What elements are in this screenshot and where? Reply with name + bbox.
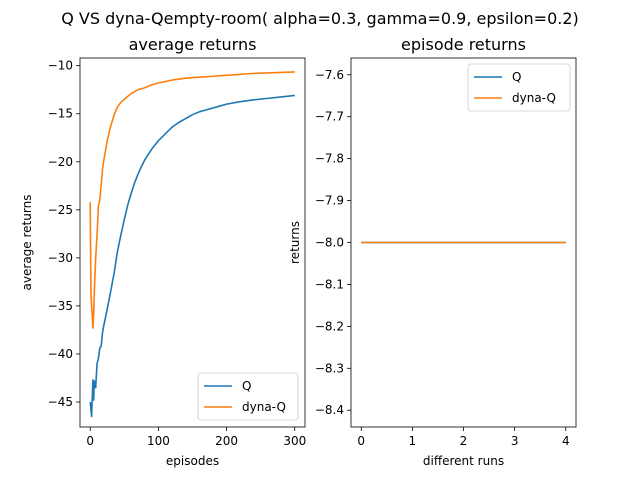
x-tick-label: 300 bbox=[283, 434, 306, 448]
x-tick-label: 4 bbox=[562, 434, 570, 448]
axes-title: episode returns bbox=[401, 35, 526, 54]
y-tick-label: −8.2 bbox=[315, 319, 344, 333]
y-tick-label: −20 bbox=[48, 155, 73, 169]
series-line-dyna-q bbox=[89, 71, 295, 329]
y-tick-label: −40 bbox=[48, 347, 73, 361]
x-tick-label: 0 bbox=[357, 434, 365, 448]
y-tick-label: −7.8 bbox=[315, 152, 344, 166]
y-tick-label: −7.9 bbox=[315, 194, 344, 208]
y-tick-label: −7.7 bbox=[315, 110, 344, 124]
panel-average-returns: average returns 0 100 200 300 −45 −40 −35 −30 −25… bbox=[20, 35, 306, 468]
x-tick-label: 0 bbox=[86, 434, 94, 448]
y-tick-label: −8.0 bbox=[315, 236, 344, 250]
y-tick-label: −8.1 bbox=[315, 277, 344, 291]
y-tick-label: −30 bbox=[48, 251, 73, 265]
x-axis-label: different runs bbox=[423, 454, 504, 468]
suptitle: Q VS dyna-Qempty-room( alpha=0.3, gamma=… bbox=[61, 9, 579, 28]
legend-label-q: Q bbox=[242, 379, 251, 393]
legend-label-dyna-q: dyna-Q bbox=[512, 91, 556, 105]
legend-box bbox=[467, 63, 571, 112]
y-tick-label: −8.4 bbox=[315, 403, 344, 417]
y-tick-label: −25 bbox=[48, 203, 73, 217]
y-tick-label: −35 bbox=[48, 299, 73, 313]
y-tick-label: −7.6 bbox=[315, 68, 344, 82]
y-tick-label: −45 bbox=[48, 395, 73, 409]
x-tick-label: 2 bbox=[460, 434, 468, 448]
axes-frame bbox=[79, 57, 306, 428]
x-axis-label: episodes bbox=[166, 454, 219, 468]
y-tick-label: −8.3 bbox=[315, 361, 344, 375]
series-line-q bbox=[89, 94, 295, 418]
axes-title: average returns bbox=[129, 35, 257, 54]
x-tick-label: 3 bbox=[511, 434, 519, 448]
x-tick-label: 200 bbox=[215, 434, 238, 448]
panel-episode-returns: episode returns 0 1 2 3 4 −8.4 −8.3 −8.2 −8.1 −8.0… bbox=[288, 35, 577, 468]
y-axis-label: average returns bbox=[20, 195, 34, 291]
legend-label-dyna-q: dyna-Q bbox=[242, 400, 286, 414]
x-tick-label: 100 bbox=[147, 434, 170, 448]
x-tick-label: 1 bbox=[409, 434, 417, 448]
y-tick-label: −15 bbox=[48, 107, 73, 121]
legend-label-q: Q bbox=[512, 70, 521, 84]
legend-box bbox=[197, 372, 299, 421]
y-tick-label: −10 bbox=[48, 59, 73, 73]
y-axis-label: returns bbox=[288, 221, 302, 264]
